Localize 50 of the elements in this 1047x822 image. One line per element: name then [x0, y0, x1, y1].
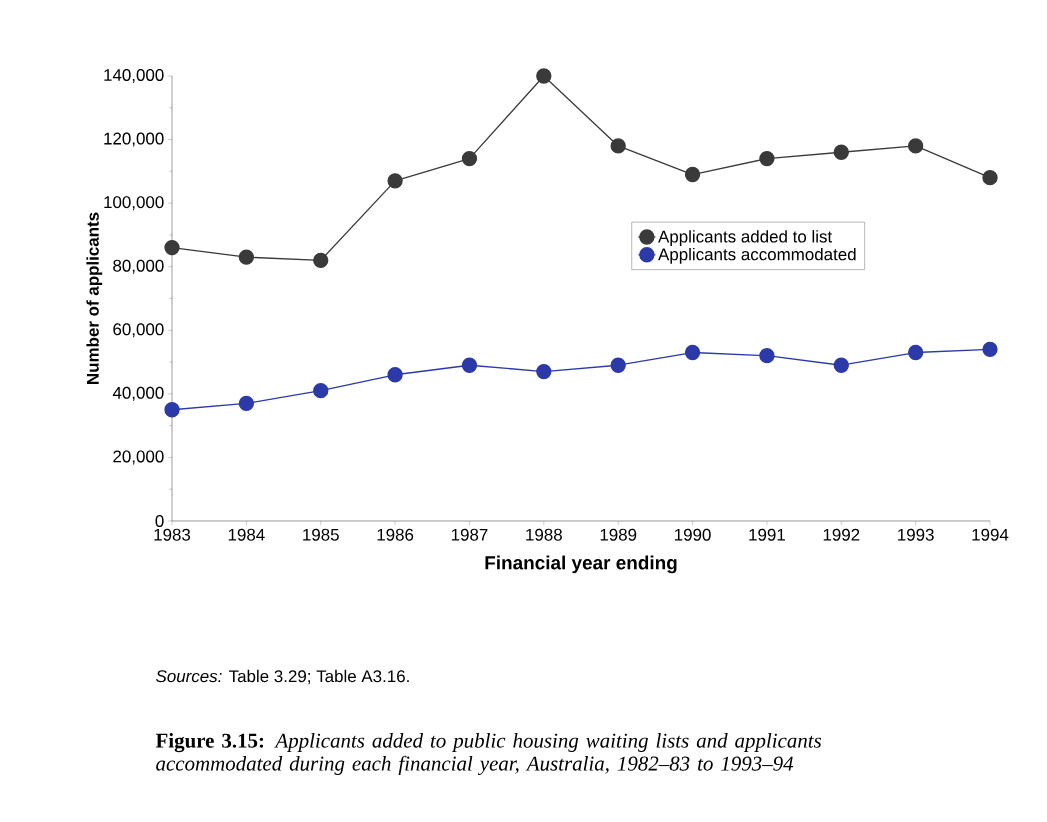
point	[313, 383, 329, 399]
point	[684, 166, 701, 183]
point	[238, 395, 255, 412]
x-tick-label: 1994	[972, 528, 1009, 541]
y-tick-label: 120,000	[104, 132, 164, 147]
point	[461, 357, 478, 373]
x-tick-label: 1984	[228, 528, 265, 541]
point	[982, 341, 998, 357]
point	[387, 173, 403, 189]
point	[461, 150, 478, 167]
y-tick-label: 60,000	[113, 323, 164, 338]
point	[684, 344, 701, 361]
x-tick-label: 1991	[749, 528, 785, 541]
point	[982, 170, 998, 186]
point	[610, 357, 626, 373]
point	[833, 357, 849, 373]
x-tick-label: 1985	[303, 528, 339, 541]
legend-label: Applicants added to list	[658, 230, 833, 246]
y-tick-label: 40,000	[112, 386, 164, 401]
x-tick-label: 1983	[154, 528, 191, 541]
point	[833, 144, 849, 160]
x-tick-label: 1987	[451, 528, 488, 541]
point	[610, 138, 626, 154]
text: Sources: Table 3.29; Table A3.16.	[156, 669, 409, 685]
x-tick-label: 1993	[898, 528, 934, 541]
point	[238, 249, 255, 265]
y-tick-label: 20,000	[113, 450, 164, 465]
point	[536, 68, 552, 84]
point	[759, 348, 775, 364]
text: Figure 3.15: Applicants added to public housing waiting lists and applicants accommodated during each financial year, Australia, 1982–83 to 1993–94	[155, 733, 822, 775]
point	[313, 252, 329, 268]
point	[387, 367, 403, 383]
point	[908, 138, 924, 154]
y-tick-label: 140,000	[104, 68, 164, 83]
point	[164, 402, 180, 418]
y-axis-title: Number of applicants	[86, 212, 103, 384]
y-tick-label: 100,000	[104, 196, 164, 211]
point	[908, 344, 924, 361]
x-tick-label: 1990	[675, 528, 711, 541]
x-tick-label: 1988	[526, 528, 562, 541]
point	[164, 239, 180, 256]
point	[536, 363, 552, 380]
x-tick-label: 1992	[823, 528, 860, 541]
x-tick-label: 1986	[377, 528, 414, 541]
x-axis-title: Financial year ending	[485, 555, 677, 574]
y-tick-label: 0	[155, 514, 164, 527]
point	[759, 150, 775, 167]
legend-label: Applicants accommodated	[658, 247, 856, 264]
x-tick-label: 1989	[600, 528, 637, 541]
y-tick-label: 80,000	[113, 259, 164, 274]
